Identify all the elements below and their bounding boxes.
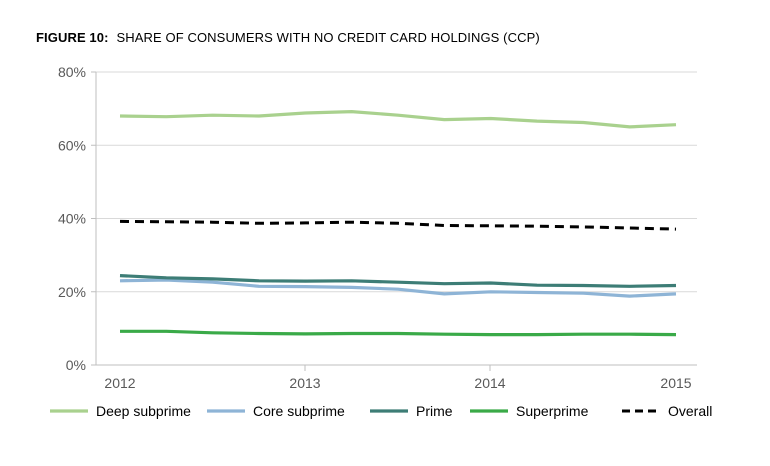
y-tick-label: 20% bbox=[58, 284, 86, 300]
y-tick-label: 40% bbox=[58, 211, 86, 227]
y-tick-label: 80% bbox=[58, 64, 86, 80]
x-tick-label: 2014 bbox=[474, 375, 505, 391]
y-tick-label: 60% bbox=[58, 137, 86, 153]
legend-label-core-subprime: Core subprime bbox=[253, 403, 345, 419]
series-line-overall bbox=[119, 219, 677, 231]
figure-number: FIGURE 10: bbox=[36, 30, 109, 45]
x-tick-label: 2013 bbox=[289, 375, 320, 391]
legend-label-overall: Overall bbox=[668, 403, 712, 419]
x-tick-label: 2012 bbox=[104, 375, 135, 391]
figure-title-text: SHARE OF CONSUMERS WITH NO CREDIT CARD H… bbox=[116, 30, 540, 45]
series-line-core-subprime bbox=[119, 278, 677, 298]
x-tick-label: 2015 bbox=[660, 375, 691, 391]
legend-label-prime: Prime bbox=[416, 403, 453, 419]
series-line-deep-subprime bbox=[119, 109, 677, 129]
legend-label-superprime: Superprime bbox=[516, 403, 589, 419]
series-line-superprime bbox=[120, 329, 677, 337]
chart-title: FIGURE 10: SHARE OF CONSUMERS WITH NO CRE… bbox=[36, 30, 540, 45]
series-line-prime bbox=[119, 274, 677, 288]
legend-label-deep-subprime: Deep subprime bbox=[96, 403, 191, 419]
y-tick-label: 0% bbox=[66, 357, 86, 373]
